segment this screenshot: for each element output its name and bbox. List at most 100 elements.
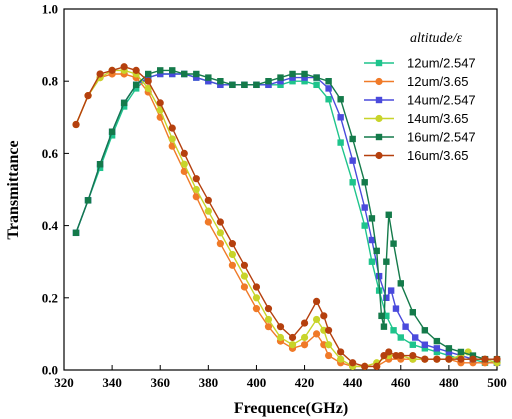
data-point: [390, 240, 397, 247]
data-point: [421, 355, 429, 363]
data-point: [96, 161, 104, 168]
data-point: [144, 77, 152, 85]
data-point: [277, 74, 284, 81]
data-point: [253, 81, 260, 89]
y-tick-label: 0.8: [42, 74, 59, 89]
data-point: [289, 74, 296, 81]
data-point: [402, 323, 409, 330]
legend-item: 16um/2.547: [364, 130, 476, 145]
data-point: [205, 74, 212, 81]
data-point: [320, 312, 328, 320]
y-tick-label: 0.4: [42, 218, 59, 233]
data-point: [300, 341, 309, 349]
y-axis-title: Transmittance: [5, 140, 22, 239]
data-point: [216, 229, 224, 237]
data-point: [383, 258, 390, 265]
data-point: [368, 236, 376, 244]
data-point: [368, 258, 376, 265]
data-point: [312, 297, 321, 306]
data-point: [192, 185, 200, 194]
data-point: [361, 362, 369, 370]
legend-marker: [375, 114, 383, 123]
legend-label: 14um/2.547: [407, 93, 476, 108]
data-point: [373, 362, 381, 370]
data-point: [108, 132, 116, 139]
data-point: [228, 250, 236, 259]
data-point: [132, 66, 140, 74]
data-point: [216, 218, 224, 226]
legend-marker: [375, 96, 383, 104]
data-point: [445, 352, 453, 359]
data-point: [180, 149, 188, 157]
data-point: [168, 142, 176, 150]
data-point: [481, 355, 489, 363]
data-point: [397, 351, 405, 360]
data-point: [387, 287, 395, 294]
data-point: [368, 215, 376, 222]
data-point: [361, 222, 368, 229]
x-tick-label: 320: [54, 375, 74, 390]
data-point: [289, 78, 296, 85]
data-point: [252, 305, 261, 313]
y-tick-label: 0.0: [42, 363, 58, 378]
data-point: [96, 164, 104, 172]
series-16um/3.65: [72, 63, 501, 370]
legend-item: 14um/2.547: [364, 93, 476, 108]
data-point: [228, 240, 236, 248]
data-point: [349, 359, 357, 367]
data-point: [457, 348, 465, 356]
data-point: [457, 355, 465, 363]
data-point: [409, 309, 417, 316]
legend-item: 16um/3.65: [364, 148, 468, 163]
x-tick-label: 480: [439, 375, 459, 390]
data-point: [132, 85, 140, 92]
data-point: [361, 179, 368, 186]
data-point: [433, 355, 441, 363]
data-point: [72, 229, 80, 237]
data-point: [300, 333, 309, 342]
data-point: [421, 341, 429, 348]
data-point: [193, 70, 200, 78]
legend-label: 16um/3.65: [407, 148, 468, 163]
data-point: [288, 333, 297, 342]
data-point: [205, 78, 212, 85]
plot-area: 320 340 360 380 400 420 440 460 480 500 0.0 0.2 0.4 0…: [42, 2, 507, 391]
data-point: [433, 345, 441, 352]
data-point: [312, 330, 321, 338]
data-point: [385, 211, 392, 218]
data-point: [312, 315, 321, 324]
data-point: [240, 283, 249, 291]
data-point: [169, 67, 176, 74]
data-point: [337, 355, 345, 363]
y-tick-label: 1.0: [42, 2, 58, 17]
data-point: [192, 175, 200, 183]
legend-item: 12um/3.65: [364, 74, 468, 89]
data-point: [378, 312, 385, 320]
data-point: [144, 74, 152, 81]
data-point: [325, 341, 333, 349]
data-point: [325, 351, 333, 360]
data-point: [325, 96, 332, 103]
data-point: [277, 78, 284, 85]
data-point: [361, 204, 368, 211]
data-point: [325, 326, 333, 334]
data-point: [421, 327, 429, 334]
data-point: [168, 124, 176, 132]
plot-frame: [63, 8, 498, 371]
x-tick-label: 400: [247, 375, 267, 390]
data-point: [120, 103, 128, 110]
data-point: [276, 323, 285, 331]
data-point: [409, 351, 417, 360]
x-tick-label: 340: [102, 375, 122, 390]
legend-label: 16um/2.547: [407, 130, 476, 145]
data-point: [264, 315, 273, 324]
data-point: [445, 355, 453, 363]
data-point: [349, 157, 356, 164]
data-point: [84, 197, 92, 204]
data-point: [493, 355, 501, 363]
data-point: [144, 84, 152, 93]
data-point: [380, 323, 388, 330]
legend-label: 14um/3.65: [407, 111, 468, 126]
data-point: [445, 345, 453, 352]
